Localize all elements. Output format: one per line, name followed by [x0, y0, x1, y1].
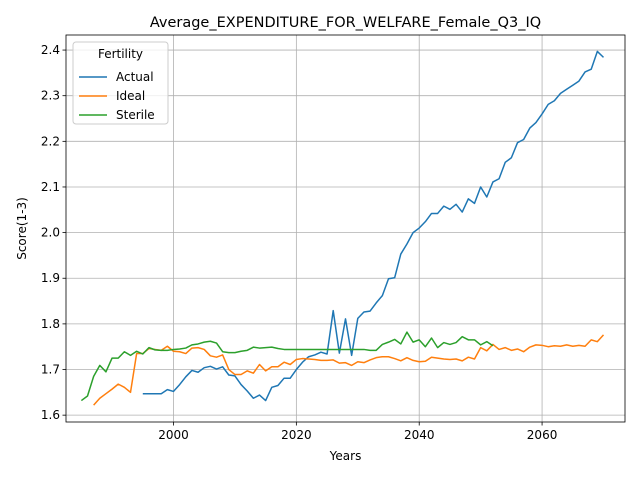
legend-title: Fertility: [98, 47, 143, 61]
legend-items: Actual Ideal Sterile: [79, 70, 155, 122]
y-tick-label: 2.2: [41, 134, 60, 148]
series-line-actual: [142, 50, 605, 402]
x-tick-label: 2020: [281, 428, 312, 442]
y-tick-label: 2.4: [41, 43, 60, 57]
legend-label-actual: Actual: [116, 70, 154, 84]
legend-label-ideal: Ideal: [116, 89, 145, 103]
x-tick-label: 2040: [404, 428, 435, 442]
y-axis-ticks: 1.6 1.7 1.8 1.9 2.0 2.1 2.2 2.3 2.4: [41, 43, 66, 422]
y-axis-label: Score(1-3): [15, 197, 29, 260]
y-tick-label: 2.0: [41, 226, 60, 240]
y-tick-label: 1.8: [41, 317, 60, 331]
legend-label-sterile: Sterile: [116, 108, 155, 122]
chart-title: Average_EXPENDITURE_FOR_WELFARE_Female_Q…: [150, 15, 541, 31]
x-axis-label: Years: [329, 449, 362, 463]
x-tick-label: 2060: [527, 428, 558, 442]
legend: Fertility Actual Ideal Sterile: [72, 41, 169, 125]
x-tick-label: 2000: [158, 428, 189, 442]
y-tick-label: 1.7: [41, 363, 60, 377]
y-tick-label: 1.9: [41, 271, 60, 285]
y-tick-label: 1.6: [41, 408, 60, 422]
series-line-sterile: [80, 331, 494, 402]
legend-box: [72, 41, 169, 125]
series-line-ideal: [93, 334, 605, 406]
x-axis-ticks: 2000 2020 2040 2060: [158, 422, 557, 442]
plot-frame: [65, 34, 626, 423]
y-tick-label: 2.3: [41, 89, 60, 103]
series-lines: [80, 50, 605, 406]
y-tick-label: 2.1: [41, 180, 60, 194]
